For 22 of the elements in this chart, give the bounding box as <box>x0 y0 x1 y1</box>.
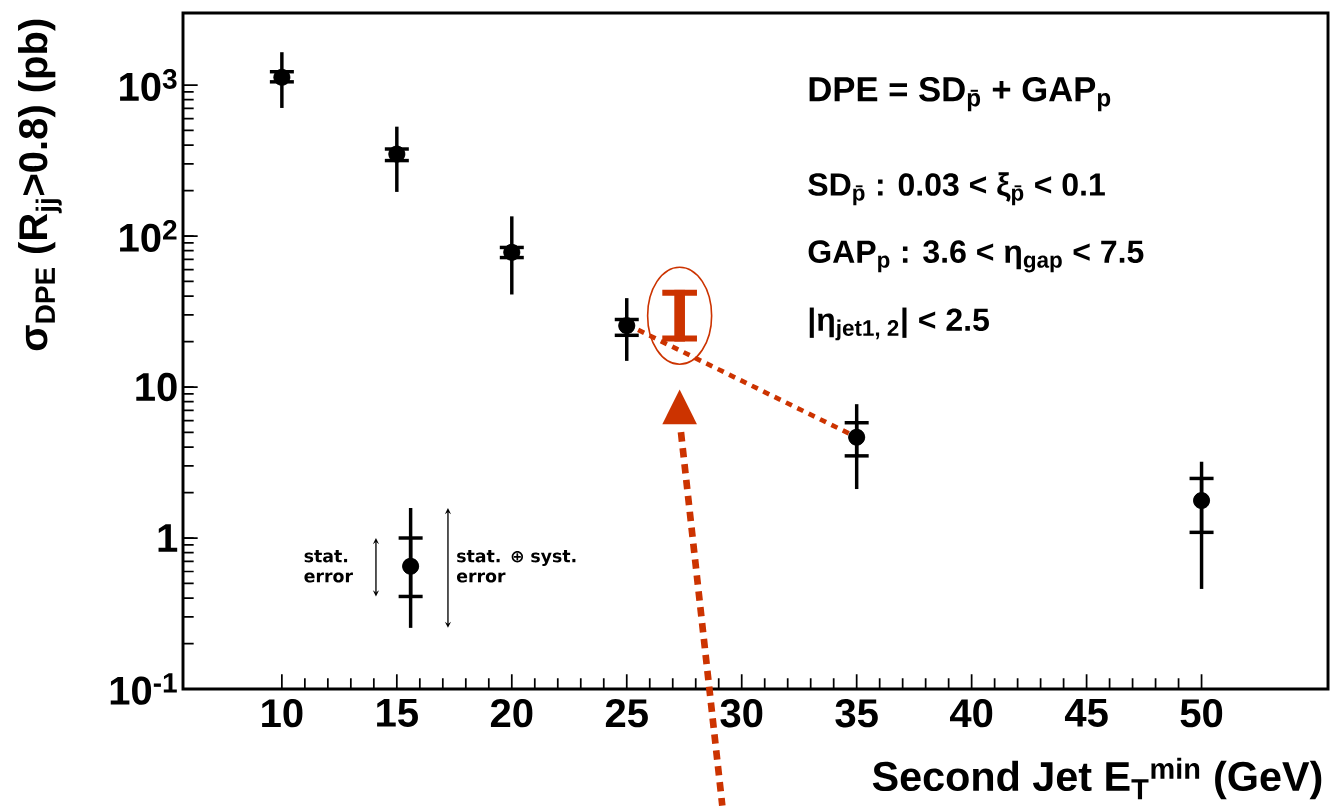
y-tick-label: 10$^{3}$ <box>120 69 177 102</box>
annotation: DPE = SD$_{p̄}$ + GAP$_{p}$ <box>809 76 1111 112</box>
y-tick-label: 10 <box>136 372 177 402</box>
x-tick-label: 35 <box>835 699 878 728</box>
x-axis-title: Second Jet E$_{T}$$^{min}$ (GeV) <box>872 757 1322 800</box>
y-tick-label: 10$^{2}$ <box>120 220 177 253</box>
x-tick-label: 40 <box>950 699 993 728</box>
x-tick-label: 10 <box>262 699 303 728</box>
annotation: SD$_{p̄}$ : 0.03 < ξ$_{p̄}$ < 0.1 <box>808 172 1105 206</box>
annotation: stat. error <box>304 550 353 583</box>
x-tick-label: 50 <box>1180 699 1223 728</box>
y-axis-title: σ$_{DPE}$ (R$_{jj}$>0.8) (pb) <box>18 19 62 351</box>
annotation: |η$_{jet1, 2}$| < 2.5 <box>809 307 989 341</box>
x-tick-label: 15 <box>377 699 418 727</box>
x-tick-label: 30 <box>720 699 763 728</box>
annotation: GAP$_{p}$ : 3.6 < η$_{gap}$ < 7.5 <box>808 240 1144 273</box>
y-tick-label: 10$^{-1}$ <box>110 673 177 705</box>
y-tick-label: 1 <box>158 524 178 552</box>
x-tick-label: 20 <box>490 699 533 728</box>
annotation: stat. ⊕ syst. error <box>456 550 576 583</box>
x-tick-label: 25 <box>605 699 648 728</box>
x-tick-label: 45 <box>1064 699 1108 727</box>
